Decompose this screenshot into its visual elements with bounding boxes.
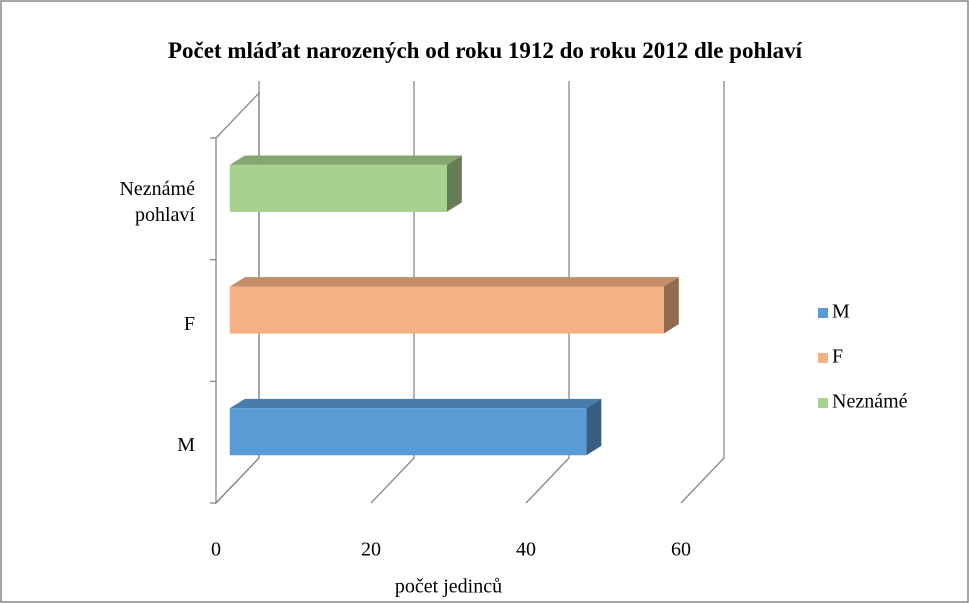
y-tick-label: Neznámé pohlaví	[119, 177, 195, 226]
legend-label: F	[832, 346, 843, 368]
chart-title: Počet mláďat narozených od roku 1912 do …	[167, 38, 803, 63]
bar-side	[663, 277, 679, 334]
floor-grid-line	[215, 457, 260, 504]
legend-swatch	[818, 308, 828, 318]
y-tick-label: F	[183, 312, 195, 335]
bar-top	[229, 155, 462, 165]
legend-swatch	[818, 398, 828, 408]
x-tick-label: 60	[671, 539, 691, 561]
x-tick-label: 20	[361, 539, 381, 561]
bar	[229, 164, 447, 212]
floor-grid-line	[680, 457, 725, 504]
legend-label: Neznámé	[832, 391, 908, 413]
x-axis-title: počet jedinců	[395, 576, 502, 598]
x-tick-label: 40	[516, 539, 536, 561]
floor-grid-line	[370, 457, 415, 504]
y-tick-label: M	[177, 434, 195, 457]
bar-top	[229, 277, 679, 287]
x-tick-label: 0	[211, 539, 221, 561]
bar	[229, 286, 664, 334]
bar-top	[229, 398, 602, 409]
floor-grid-line	[525, 457, 570, 504]
legend-swatch	[818, 353, 828, 363]
legend-label: M	[832, 301, 850, 323]
bar-side	[446, 155, 462, 212]
bar-side	[586, 398, 602, 456]
bar	[229, 408, 587, 456]
